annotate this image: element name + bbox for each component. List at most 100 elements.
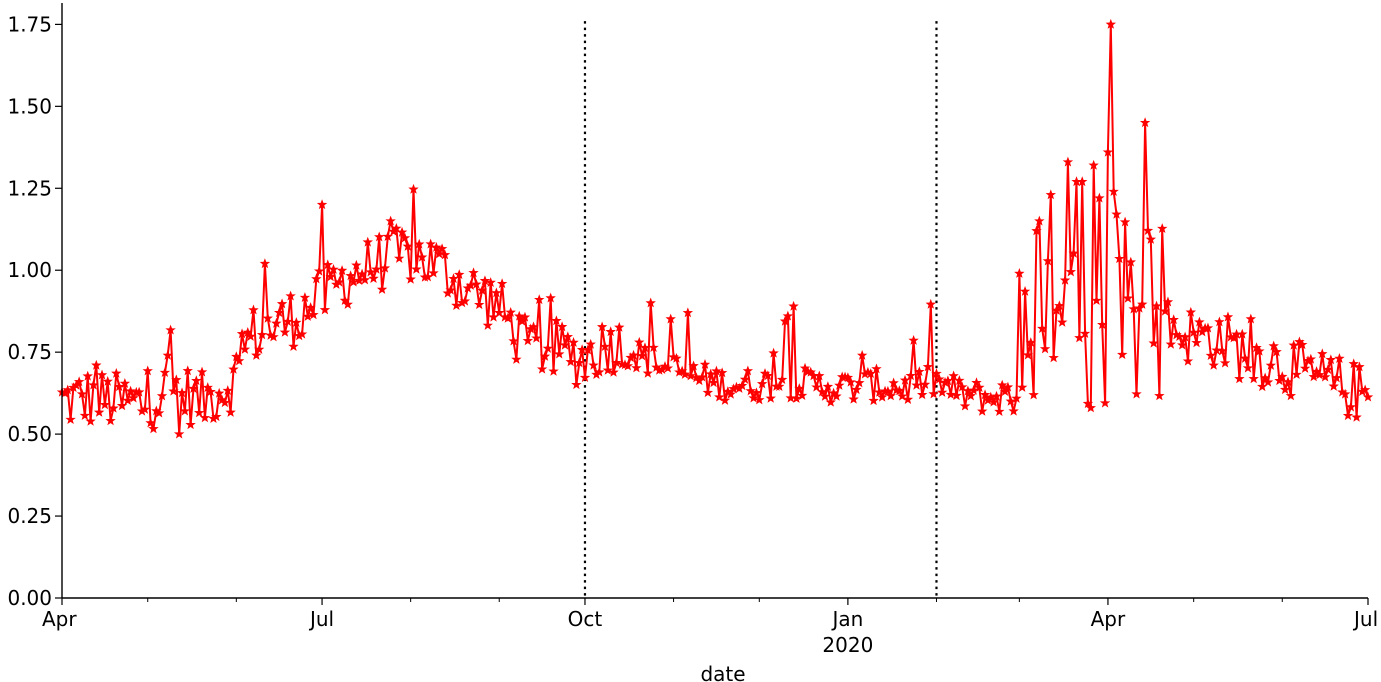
data-point (639, 342, 651, 353)
data-point (645, 297, 656, 308)
data-point (1194, 316, 1205, 327)
data-point (459, 295, 471, 306)
data-point (1237, 328, 1248, 339)
data-point (1268, 340, 1279, 351)
data-point (745, 385, 756, 396)
data-point (296, 328, 308, 339)
data-point (451, 300, 462, 310)
y-tick-label: 0.50 (7, 422, 52, 446)
data-point (108, 402, 119, 413)
data-point (1008, 405, 1019, 416)
x-tick-label: Jul (308, 607, 334, 631)
data-point (1105, 18, 1116, 29)
data-point (205, 386, 216, 397)
data-point (871, 363, 882, 374)
data-point (1122, 292, 1134, 303)
data-point (491, 287, 502, 298)
data-point (682, 307, 694, 318)
data-point (505, 306, 516, 317)
data-point (1145, 233, 1156, 244)
data-point (888, 377, 899, 388)
data-point (885, 390, 896, 401)
data-point (894, 385, 905, 396)
data-point (279, 326, 291, 337)
data-point (374, 231, 385, 242)
data-point (916, 389, 928, 400)
data-point (779, 315, 791, 326)
data-point (356, 268, 368, 279)
data-point (565, 356, 576, 367)
data-point (436, 243, 448, 254)
data-point (954, 375, 965, 385)
data-point (622, 360, 634, 371)
data-point (796, 390, 808, 400)
data-point (1211, 344, 1222, 355)
data-point (474, 299, 485, 310)
data-point (251, 349, 262, 360)
data-point (1262, 376, 1274, 387)
data-point (542, 343, 554, 353)
data-point (202, 382, 213, 392)
data-point (1159, 305, 1171, 316)
data-point (739, 374, 751, 384)
data-point (1362, 391, 1374, 402)
data-point (1202, 322, 1214, 333)
data-point (211, 411, 222, 422)
data-point (1045, 189, 1056, 200)
data-point (1165, 338, 1177, 349)
reference-lines (583, 21, 938, 598)
y-tick-label: 0.00 (7, 586, 52, 610)
data-point (196, 366, 208, 377)
data-point (585, 338, 596, 349)
data-point (91, 359, 102, 370)
data-point (979, 389, 991, 400)
data-point (611, 357, 622, 368)
data-point (854, 377, 865, 388)
data-point (1245, 313, 1257, 324)
data-point (496, 278, 508, 289)
data-point (248, 304, 259, 315)
data-point (662, 362, 674, 373)
data-point (1065, 266, 1076, 277)
data-point (742, 365, 754, 376)
data-point (1097, 319, 1108, 330)
data-point (111, 367, 122, 378)
data-point (1185, 306, 1197, 317)
data-point (391, 222, 402, 233)
data-point (268, 331, 279, 342)
data-point (634, 336, 645, 347)
data-point (988, 396, 999, 407)
data-point (96, 369, 108, 380)
data-point (1154, 390, 1165, 401)
data-point (719, 394, 731, 405)
data-point (308, 309, 319, 320)
y-tick-label: 1.75 (7, 12, 52, 36)
data-point (876, 391, 888, 402)
data-point (173, 428, 185, 439)
data-point (919, 379, 931, 389)
data-point (825, 396, 836, 407)
data-point (476, 284, 488, 295)
data-point (1174, 331, 1185, 341)
data-point (571, 379, 582, 390)
data-point (725, 388, 736, 399)
data-point (351, 259, 362, 270)
data-point (1062, 156, 1074, 167)
data-point (1102, 146, 1114, 157)
x-tick-label: Jul (1352, 607, 1378, 631)
data-point (1242, 362, 1254, 373)
data-point (1068, 247, 1079, 258)
data-point (1314, 369, 1325, 380)
data-point (259, 258, 271, 269)
data-point (562, 331, 574, 342)
data-point (785, 392, 796, 403)
y-axis-ticks: 0.00 0.25 0.50 0.75 1.00 1.25 1.50 1.75 (7, 12, 62, 610)
data-point (345, 270, 356, 281)
data-point (1117, 349, 1128, 360)
data-point (494, 307, 505, 318)
data-point (782, 310, 794, 321)
data-point (1094, 192, 1105, 203)
data-point (139, 403, 151, 414)
data-point (1059, 274, 1071, 285)
data-point (559, 339, 571, 350)
